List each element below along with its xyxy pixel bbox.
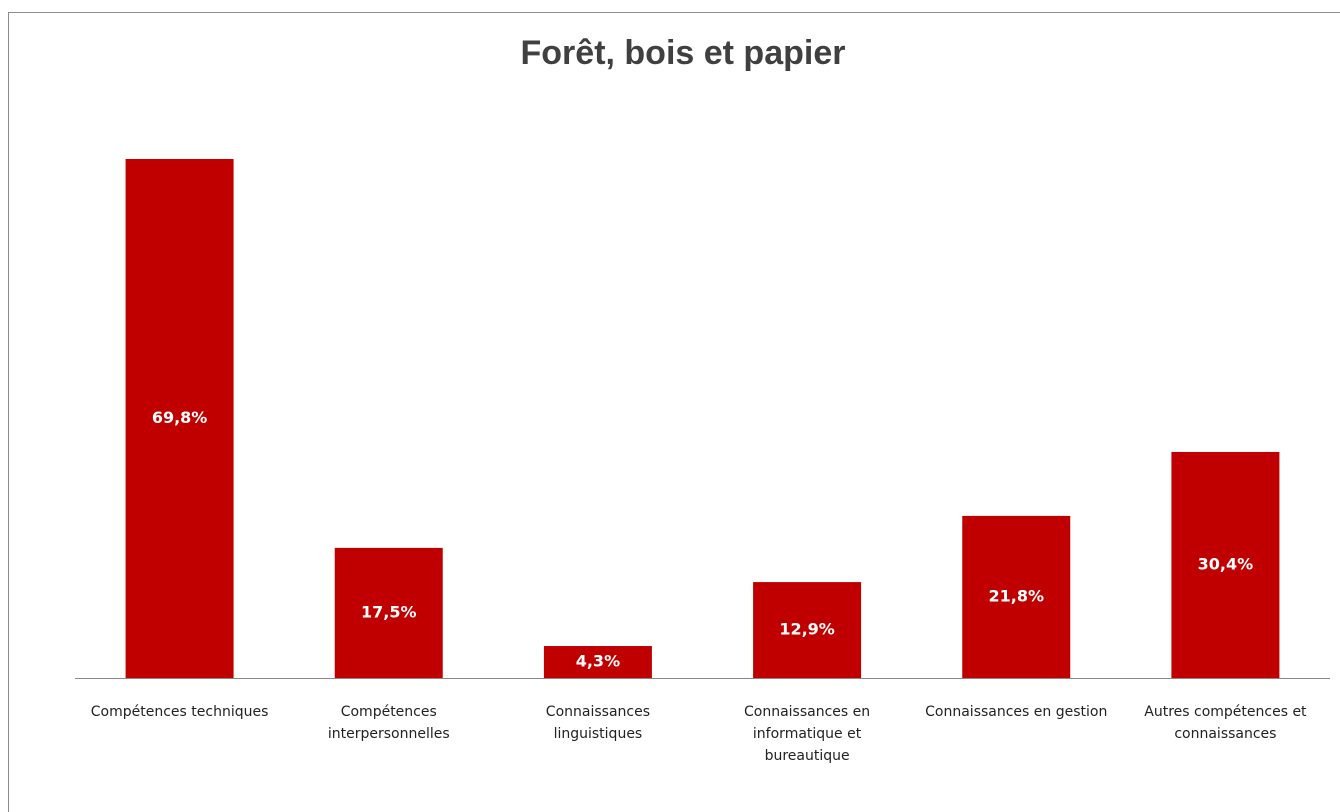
value-label: 69,8% bbox=[152, 408, 208, 427]
x-tick-label: Connaissances en gestion bbox=[925, 704, 1108, 720]
x-tick-label: Compétences techniques bbox=[90, 704, 269, 720]
value-label: 4,3% bbox=[576, 652, 620, 671]
bar bbox=[1171, 451, 1280, 678]
bar bbox=[334, 547, 443, 678]
value-label: 17,5% bbox=[361, 602, 417, 621]
bar bbox=[125, 159, 234, 678]
chart-title: Forêt, bois et papier bbox=[521, 34, 846, 72]
x-tick-label: Connaissances linguistiques bbox=[545, 704, 650, 742]
bar bbox=[753, 582, 862, 678]
x-tick-label: Connaissances en informatique et bureaut… bbox=[744, 704, 871, 764]
value-label: 12,9% bbox=[779, 620, 835, 639]
value-label: 30,4% bbox=[1198, 554, 1254, 573]
frame bbox=[8, 12, 1340, 812]
value-label: 21,8% bbox=[988, 586, 1044, 605]
bar bbox=[962, 515, 1071, 678]
x-tick-label: Compétences interpersonnelles bbox=[327, 704, 450, 742]
bar bbox=[543, 646, 652, 678]
x-tick-label: Autres compétences et connaissances bbox=[1144, 704, 1307, 742]
